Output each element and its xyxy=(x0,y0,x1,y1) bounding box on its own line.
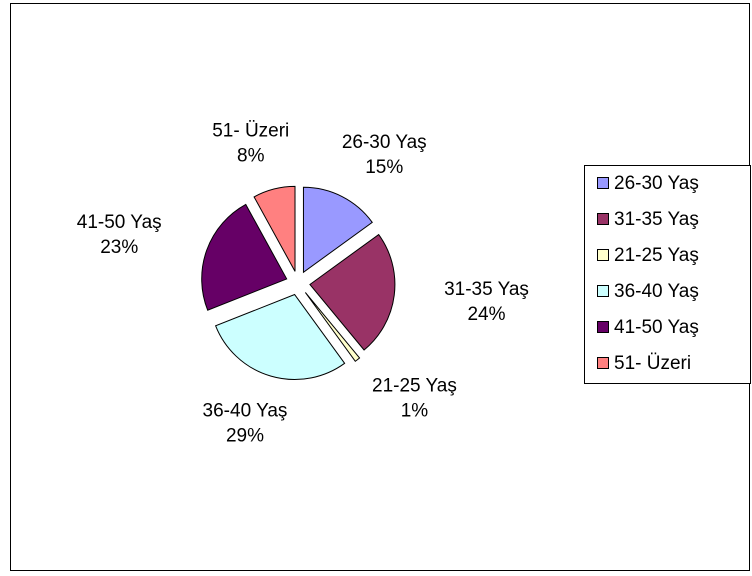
slice-category-label: 21-25 Yaş xyxy=(372,376,457,397)
pie-slice xyxy=(214,293,346,381)
legend-swatch xyxy=(597,177,609,189)
legend-label: 51- Üzeri xyxy=(614,353,691,374)
slice-category-label: 31-35 Yaş xyxy=(444,279,529,300)
legend-swatch xyxy=(597,213,609,225)
legend-label: 31-35 Yaş xyxy=(614,209,699,230)
legend-label: 36-40 Yaş xyxy=(614,281,699,302)
legend-swatch xyxy=(597,357,609,369)
slice-value-label: 23% xyxy=(100,237,138,258)
pie-slice xyxy=(309,233,396,351)
legend-label: 41-50 Yaş xyxy=(614,317,699,338)
pie-slice xyxy=(304,292,361,362)
pie-slice xyxy=(302,186,373,274)
slice-value-label: 29% xyxy=(226,425,264,446)
pie-slice xyxy=(201,203,288,311)
slice-value-label: 24% xyxy=(467,304,505,325)
legend-swatch xyxy=(597,249,609,261)
slice-value-label: 8% xyxy=(237,146,265,167)
slice-value-label: 15% xyxy=(365,157,403,178)
slice-category-label: 41-50 Yaş xyxy=(77,212,162,233)
pie-slice xyxy=(253,185,296,272)
slice-category-label: 51- Üzeri xyxy=(212,121,289,142)
slice-category-label: 36-40 Yaş xyxy=(203,400,288,421)
slice-category-label: 26-30 Yaş xyxy=(342,132,427,153)
legend-label: 26-30 Yaş xyxy=(614,173,699,194)
legend-swatch xyxy=(597,285,609,297)
legend-swatch xyxy=(597,321,609,333)
legend-label: 21-25 Yaş xyxy=(614,245,699,266)
legend-box xyxy=(584,165,751,384)
slice-value-label: 1% xyxy=(401,401,429,422)
